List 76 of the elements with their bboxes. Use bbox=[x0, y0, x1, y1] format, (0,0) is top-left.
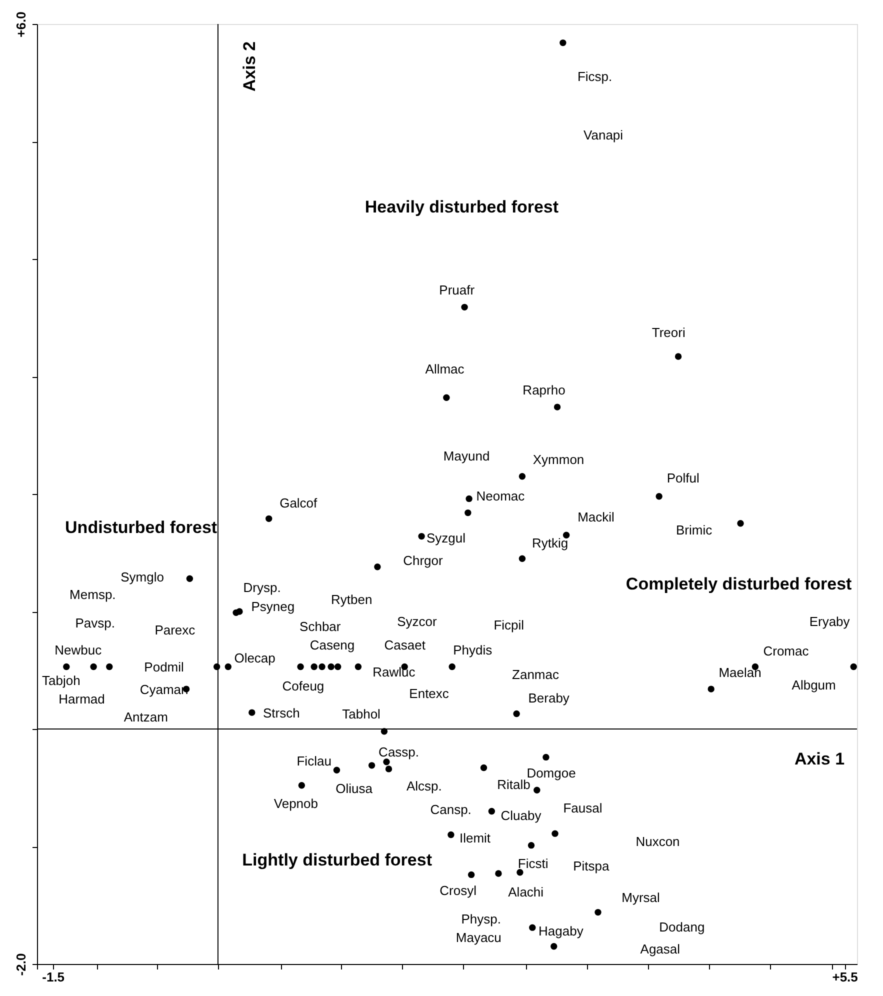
annotation: Zanmac bbox=[512, 666, 560, 682]
annotation: Strsch bbox=[263, 706, 300, 721]
annotation: Tabhol bbox=[342, 706, 381, 722]
annotation: Memsp. bbox=[70, 587, 116, 602]
annotation: Syzcor bbox=[397, 614, 438, 630]
annotation: Rawluc bbox=[372, 664, 416, 680]
annotation: Albgum bbox=[792, 678, 836, 693]
annotation: Mayund bbox=[443, 448, 490, 464]
annotation: Physp. bbox=[461, 911, 501, 926]
annotation: Pavsp. bbox=[75, 615, 115, 630]
y-tick-label: -2.0 bbox=[14, 953, 28, 976]
x-axis-title: Axis 1 bbox=[794, 750, 845, 768]
annotation: Cluaby bbox=[500, 808, 542, 823]
annotation: Treori bbox=[652, 325, 686, 340]
annotation: Brimic bbox=[676, 522, 713, 538]
annotation: Harmad bbox=[58, 692, 105, 707]
annotation: Mayacu bbox=[456, 930, 502, 946]
annotation: Ficsp. bbox=[577, 68, 612, 84]
annotation: Cromac bbox=[763, 643, 810, 658]
annotation: Phydis bbox=[453, 642, 493, 658]
annotation: Parexc bbox=[154, 622, 196, 638]
annotation: Galcof bbox=[280, 495, 318, 510]
annotation: Nuxcon bbox=[636, 834, 680, 849]
annotation: Undisturbed forest bbox=[65, 518, 218, 538]
annotation: Allmac bbox=[425, 361, 465, 376]
annotation: Entexc bbox=[409, 686, 450, 701]
annotation: Vanapi bbox=[584, 128, 624, 143]
annotation: Fausal bbox=[563, 800, 602, 816]
annotation: Pruafr bbox=[439, 282, 476, 298]
annotation: Chrgor bbox=[403, 552, 444, 568]
annotation: Ficpil bbox=[494, 618, 524, 633]
annotation: Raprho bbox=[522, 382, 566, 398]
annotation: Heavily disturbed forest bbox=[364, 197, 559, 216]
annotation: Cofeug bbox=[282, 678, 324, 694]
annotation: Podmil bbox=[144, 659, 184, 674]
annotation: Xymmon bbox=[532, 452, 584, 467]
annotation: Cassp. bbox=[378, 744, 420, 760]
annotation: Myrsal bbox=[622, 890, 660, 906]
annotation: Syzgul bbox=[426, 530, 466, 546]
annotation: Mackil bbox=[578, 510, 615, 524]
annotation: Symglo bbox=[120, 569, 164, 584]
annotation: Hagaby bbox=[538, 924, 584, 939]
annotation: Ilemit bbox=[459, 830, 491, 846]
annotation: Eryaby bbox=[809, 614, 850, 630]
annotation: Neomac bbox=[476, 488, 526, 504]
annotation: Ficsti bbox=[518, 856, 548, 872]
annotation: Ficlau bbox=[296, 753, 332, 768]
annotation: Rytkig bbox=[532, 535, 568, 550]
annotation: Beraby bbox=[528, 690, 570, 706]
annotation: Schbar bbox=[300, 618, 342, 634]
annotation: Olecap bbox=[234, 650, 276, 666]
annotation: Antzam bbox=[124, 709, 168, 724]
annotation: Pitspa bbox=[573, 858, 610, 874]
annotation: Alachi bbox=[508, 884, 544, 900]
annotation: Psyneg bbox=[251, 598, 295, 614]
x-tick-label: -1.5 bbox=[42, 970, 65, 984]
annotation: Drysp. bbox=[243, 580, 281, 595]
annotation: Newbuc bbox=[54, 642, 102, 658]
annotation: Alcsp. bbox=[406, 778, 442, 794]
annotation: Lightly disturbed forest bbox=[242, 850, 432, 870]
annotation: Dodang bbox=[659, 920, 705, 935]
annotation: Oliusa bbox=[336, 780, 374, 796]
annotation: Tabjoh bbox=[42, 672, 80, 688]
x-tick-label: +5.5 bbox=[832, 970, 858, 984]
annotation: Maelan bbox=[718, 665, 762, 680]
annotation: Agasal bbox=[640, 941, 680, 956]
annotation: Vepnob bbox=[274, 796, 318, 812]
annotation: Caseng bbox=[310, 638, 355, 653]
annotation: Rytben bbox=[331, 592, 372, 607]
y-tick-label: +6.0 bbox=[14, 12, 28, 38]
annotation: Cansp. bbox=[430, 802, 472, 818]
annotation: Crosyl bbox=[440, 883, 477, 898]
annotation: Polful bbox=[666, 470, 700, 486]
annotation: Casaet bbox=[384, 638, 426, 653]
y-axis-title: Axis 2 bbox=[240, 41, 259, 92]
annotation: Completely disturbed forest bbox=[626, 574, 852, 594]
